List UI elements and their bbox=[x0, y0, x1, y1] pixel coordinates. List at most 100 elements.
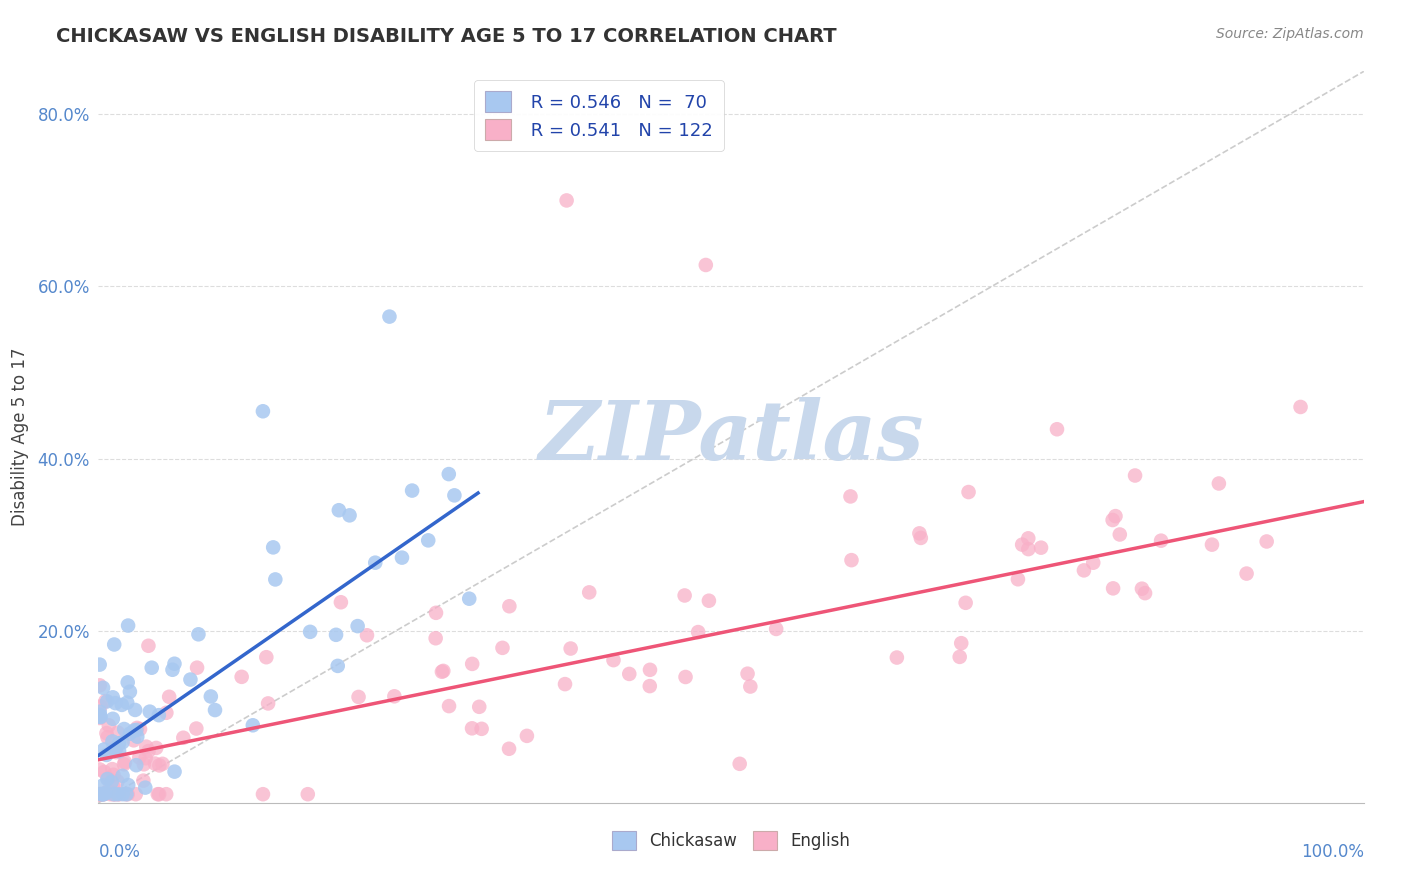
Point bbox=[339, 508, 361, 523]
Point bbox=[108, 787, 131, 801]
Point bbox=[619, 667, 641, 681]
Point bbox=[103, 787, 125, 801]
Point bbox=[118, 727, 141, 741]
Point bbox=[91, 787, 114, 801]
Point bbox=[172, 731, 194, 745]
Point bbox=[103, 780, 125, 794]
Text: 0.0%: 0.0% bbox=[98, 843, 141, 861]
Point bbox=[204, 703, 226, 717]
Point bbox=[145, 741, 167, 756]
Point bbox=[135, 751, 157, 765]
Point bbox=[117, 618, 139, 632]
Point bbox=[949, 649, 972, 664]
Point bbox=[740, 680, 762, 694]
Point bbox=[675, 670, 697, 684]
Point bbox=[1236, 566, 1258, 581]
Point bbox=[101, 712, 124, 726]
Point bbox=[578, 585, 600, 599]
Point bbox=[1017, 532, 1039, 546]
Point bbox=[89, 763, 111, 777]
Point bbox=[96, 726, 118, 740]
Y-axis label: Disability Age 5 to 17: Disability Age 5 to 17 bbox=[11, 348, 30, 526]
Point bbox=[179, 673, 201, 687]
Point bbox=[728, 756, 751, 771]
Point bbox=[112, 722, 135, 736]
Point bbox=[264, 573, 287, 587]
Point bbox=[91, 787, 114, 801]
Point bbox=[443, 488, 465, 502]
Point bbox=[103, 638, 125, 652]
Point bbox=[132, 757, 155, 772]
Point bbox=[146, 787, 169, 801]
Point bbox=[139, 705, 162, 719]
Text: CHICKASAW VS ENGLISH DISABILITY AGE 5 TO 17 CORRELATION CHART: CHICKASAW VS ENGLISH DISABILITY AGE 5 TO… bbox=[56, 27, 837, 45]
Point bbox=[516, 729, 538, 743]
Point bbox=[695, 258, 717, 272]
Point bbox=[187, 627, 209, 641]
Point bbox=[458, 591, 481, 606]
Point bbox=[89, 787, 111, 801]
Point bbox=[638, 663, 661, 677]
Point bbox=[148, 758, 170, 772]
Point bbox=[114, 755, 136, 769]
Point bbox=[115, 787, 138, 801]
Point bbox=[108, 744, 131, 758]
Point bbox=[950, 636, 973, 650]
Text: ZIPatlas: ZIPatlas bbox=[538, 397, 924, 477]
Point bbox=[346, 619, 368, 633]
Point bbox=[955, 596, 977, 610]
Point bbox=[94, 694, 117, 708]
Point bbox=[138, 639, 160, 653]
Point bbox=[378, 310, 401, 324]
Point bbox=[89, 707, 111, 722]
Point bbox=[103, 768, 125, 782]
Point bbox=[1289, 400, 1312, 414]
Point bbox=[134, 780, 156, 795]
Point bbox=[104, 787, 127, 801]
Point bbox=[356, 628, 378, 642]
Point bbox=[93, 787, 115, 801]
Point bbox=[425, 632, 447, 646]
Point bbox=[89, 711, 111, 725]
Point bbox=[143, 756, 166, 771]
Point bbox=[135, 739, 157, 754]
Point bbox=[111, 735, 134, 749]
Point bbox=[1102, 582, 1125, 596]
Point bbox=[100, 775, 122, 789]
Point bbox=[138, 744, 160, 758]
Point bbox=[437, 699, 460, 714]
Point bbox=[105, 745, 128, 759]
Point bbox=[104, 696, 127, 710]
Point bbox=[242, 718, 264, 732]
Point bbox=[471, 722, 494, 736]
Point bbox=[101, 734, 124, 748]
Point bbox=[90, 710, 112, 724]
Point bbox=[231, 670, 253, 684]
Point bbox=[186, 661, 208, 675]
Point bbox=[127, 721, 149, 735]
Point bbox=[162, 663, 184, 677]
Point bbox=[1108, 527, 1130, 541]
Point bbox=[155, 787, 177, 801]
Point bbox=[437, 467, 460, 481]
Point bbox=[89, 787, 111, 801]
Point bbox=[1029, 541, 1052, 555]
Point bbox=[107, 787, 129, 801]
Point bbox=[91, 779, 114, 793]
Point bbox=[97, 772, 120, 786]
Point bbox=[115, 696, 138, 710]
Point bbox=[839, 490, 862, 504]
Point bbox=[602, 653, 624, 667]
Point bbox=[163, 657, 186, 671]
Point bbox=[148, 708, 170, 723]
Point bbox=[1256, 534, 1278, 549]
Point bbox=[498, 599, 520, 614]
Point bbox=[125, 758, 148, 772]
Point bbox=[155, 706, 177, 720]
Point bbox=[252, 404, 274, 418]
Point bbox=[364, 556, 387, 570]
Point bbox=[297, 787, 319, 801]
Point bbox=[91, 681, 114, 695]
Point bbox=[111, 698, 134, 712]
Point bbox=[737, 666, 759, 681]
